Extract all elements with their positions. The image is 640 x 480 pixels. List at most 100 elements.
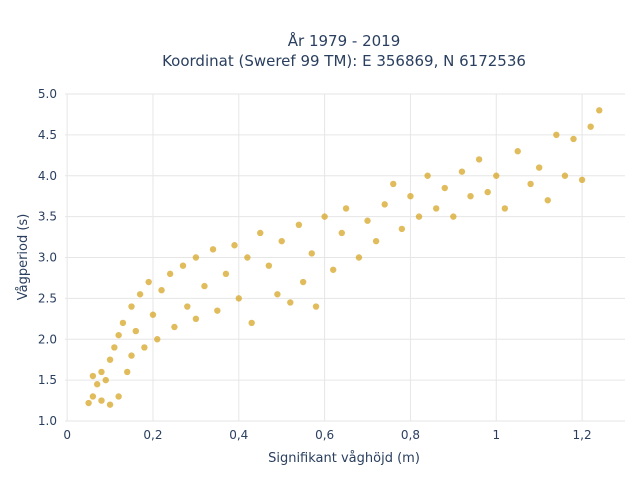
data-point <box>364 217 371 224</box>
data-point <box>102 376 109 384</box>
data-point <box>244 254 251 261</box>
data-point <box>89 372 97 380</box>
data-point <box>587 123 594 130</box>
data-point <box>265 262 273 269</box>
data-point <box>149 311 157 318</box>
data-point <box>98 368 105 376</box>
data-point <box>578 176 586 184</box>
x-tick-label: 0,2 <box>143 428 162 442</box>
data-point <box>342 205 350 212</box>
x-tick-label: 0,6 <box>315 428 334 442</box>
chart-title-line-1: År 1979 - 2019 <box>288 31 401 50</box>
data-point <box>89 393 97 400</box>
data-point <box>154 336 161 343</box>
data-point <box>338 229 345 237</box>
x-tick-label: 0,8 <box>401 428 420 442</box>
x-tick-label: 1 <box>492 428 500 442</box>
data-point <box>570 135 577 143</box>
x-tick-label: 1,2 <box>573 428 592 442</box>
data-point <box>458 168 466 175</box>
data-point <box>308 250 315 257</box>
data-point <box>535 164 543 171</box>
data-point <box>514 148 521 155</box>
x-tick-label: 0 <box>63 428 71 442</box>
data-point <box>299 278 307 286</box>
data-points <box>85 107 603 408</box>
data-point <box>106 401 114 408</box>
y-tick-label: 2.0 <box>38 332 57 346</box>
data-point <box>231 242 238 249</box>
data-point <box>209 246 217 253</box>
data-point <box>527 180 534 188</box>
data-point <box>390 180 397 188</box>
data-point <box>192 315 200 323</box>
y-tick-label: 2.5 <box>38 291 57 305</box>
data-point <box>312 303 320 310</box>
y-grid <box>65 93 625 422</box>
data-point <box>214 307 221 314</box>
data-point <box>128 352 135 359</box>
data-point <box>287 299 294 306</box>
data-point <box>355 254 363 261</box>
y-axis-ticks: 1.0 1.5 2.0 2.5 3.0 3.5 4.0 4.5 5.0 <box>38 87 57 428</box>
data-point <box>467 192 474 200</box>
data-point <box>274 291 281 298</box>
data-point <box>544 197 551 204</box>
data-point <box>561 172 569 179</box>
data-point <box>321 213 328 220</box>
data-point <box>166 270 174 278</box>
chart-title-line-2: Koordinat (Sweref 99 TM): E 356869, N 61… <box>162 52 526 70</box>
data-point <box>111 344 118 351</box>
x-axis-title: Signifikant våghöjd (m) <box>268 451 420 466</box>
data-point <box>192 254 200 261</box>
data-point <box>171 323 178 331</box>
x-axis-ticks: 0 0,2 0,4 0,6 0,8 1 1,2 <box>63 428 591 442</box>
data-point <box>98 397 105 404</box>
y-tick-label: 1.5 <box>38 373 57 387</box>
data-point <box>128 303 135 310</box>
data-point <box>493 172 500 179</box>
data-point <box>450 213 457 220</box>
y-tick-label: 3.0 <box>38 251 57 265</box>
y-axis-title: Vågperiod (s) <box>16 214 31 301</box>
data-point <box>141 344 148 351</box>
data-point <box>106 356 114 363</box>
x-tick-label: 0,4 <box>229 428 248 442</box>
data-point <box>553 131 560 139</box>
data-point <box>475 156 483 163</box>
y-tick-label: 4.0 <box>38 169 57 183</box>
data-point <box>424 172 431 179</box>
data-point <box>501 205 509 212</box>
data-point <box>179 262 187 269</box>
data-point <box>257 229 264 237</box>
y-tick-label: 5.0 <box>38 87 57 101</box>
data-point <box>329 266 337 273</box>
data-point <box>184 303 191 310</box>
data-point <box>381 201 388 208</box>
data-point <box>115 331 122 339</box>
data-point <box>596 107 603 114</box>
data-point <box>158 287 165 294</box>
data-point <box>119 319 127 327</box>
y-tick-label: 3.5 <box>38 210 57 224</box>
data-point <box>93 381 101 388</box>
data-point <box>441 184 448 192</box>
data-point <box>222 270 230 278</box>
data-point <box>484 188 491 196</box>
data-point <box>407 192 414 200</box>
data-point <box>115 393 122 400</box>
data-point <box>85 399 92 407</box>
data-point <box>145 278 152 286</box>
data-point <box>201 282 208 290</box>
data-point <box>295 221 303 228</box>
data-point <box>248 319 255 327</box>
data-point <box>398 225 406 233</box>
data-point <box>278 237 285 245</box>
data-point <box>132 327 140 335</box>
data-point <box>372 237 380 245</box>
data-point <box>124 368 131 376</box>
plot-area <box>65 93 625 422</box>
data-point <box>415 213 423 220</box>
data-point <box>432 205 440 212</box>
